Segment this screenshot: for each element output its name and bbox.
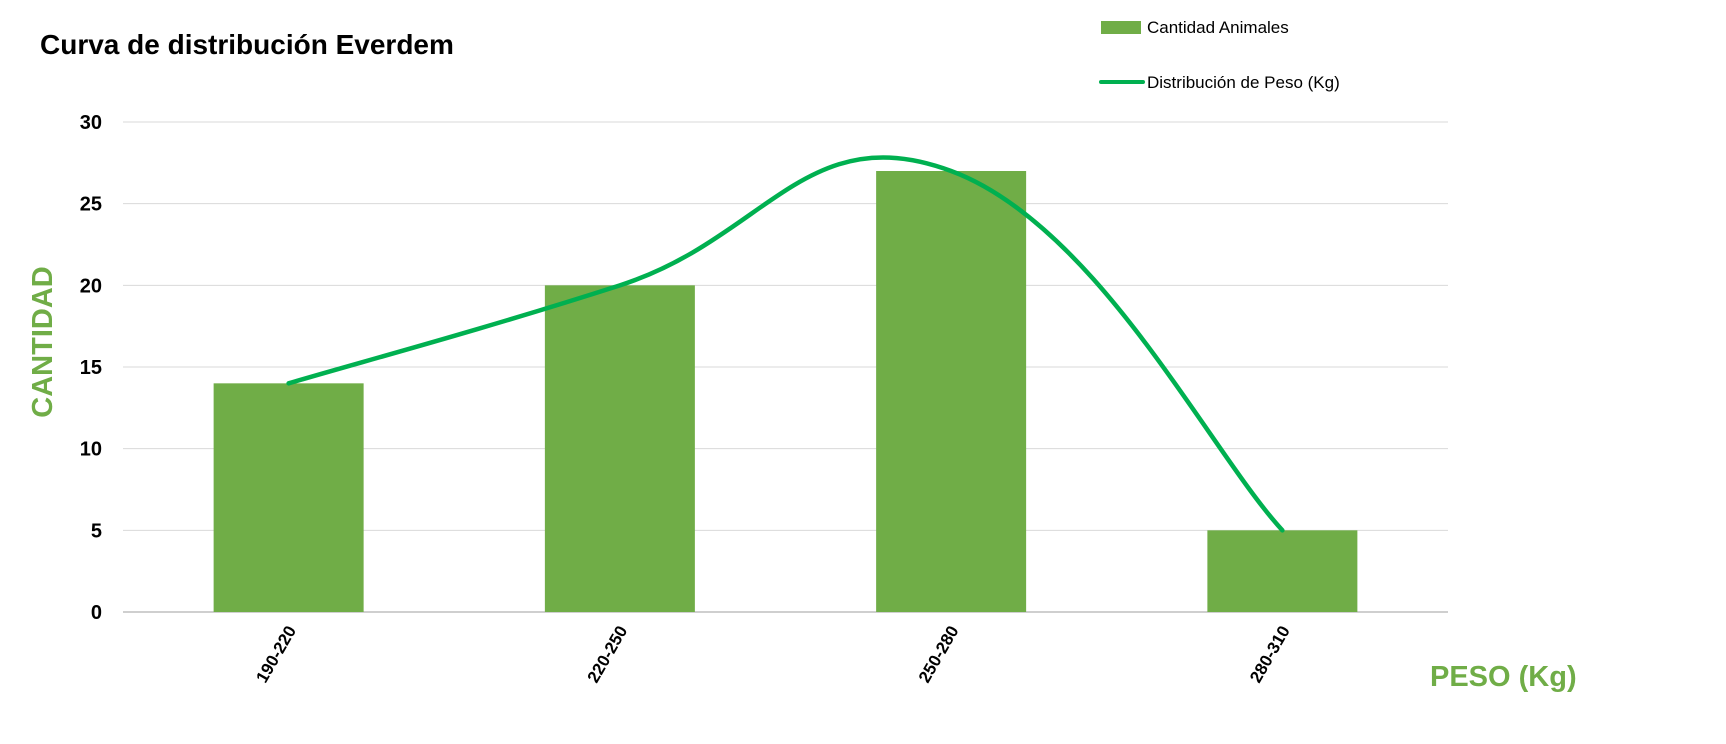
bar	[1207, 530, 1358, 612]
x-tick-label: 250-280	[915, 623, 963, 687]
y-tick-label: 25	[80, 194, 102, 216]
legend-swatch-bar	[1101, 21, 1141, 34]
x-tick-label: 220-250	[584, 623, 632, 687]
y-tick-label: 20	[80, 275, 102, 297]
y-tick-label: 30	[80, 112, 102, 134]
x-tick-label: 190-220	[252, 623, 300, 687]
legend-label-line: Distribución de Peso (Kg)	[1147, 73, 1340, 92]
y-tick-labels: 0 5 10 15 20 25 30	[80, 112, 102, 624]
bar	[213, 383, 364, 612]
x-tick-label: 280-310	[1246, 623, 1294, 687]
chart-title: Curva de distribución Everdem	[40, 29, 454, 60]
y-tick-label: 5	[91, 520, 102, 542]
y-tick-label: 15	[80, 357, 102, 379]
legend: Cantidad Animales Distribución de Peso (…	[1099, 18, 1340, 92]
bar	[876, 171, 1027, 612]
distribution-line	[286, 155, 1285, 533]
bar	[544, 285, 695, 612]
x-tick-labels: 190-220 220-250 250-280 280-310	[252, 623, 1293, 687]
x-axis-title: PESO (Kg)	[1430, 661, 1577, 693]
y-tick-label: 10	[80, 439, 102, 461]
legend-label-bar: Cantidad Animales	[1147, 18, 1289, 37]
y-axis-title: CANTIDAD	[27, 266, 59, 417]
y-tick-label: 0	[91, 602, 102, 624]
line-series	[286, 155, 1285, 533]
bars	[213, 171, 1358, 612]
